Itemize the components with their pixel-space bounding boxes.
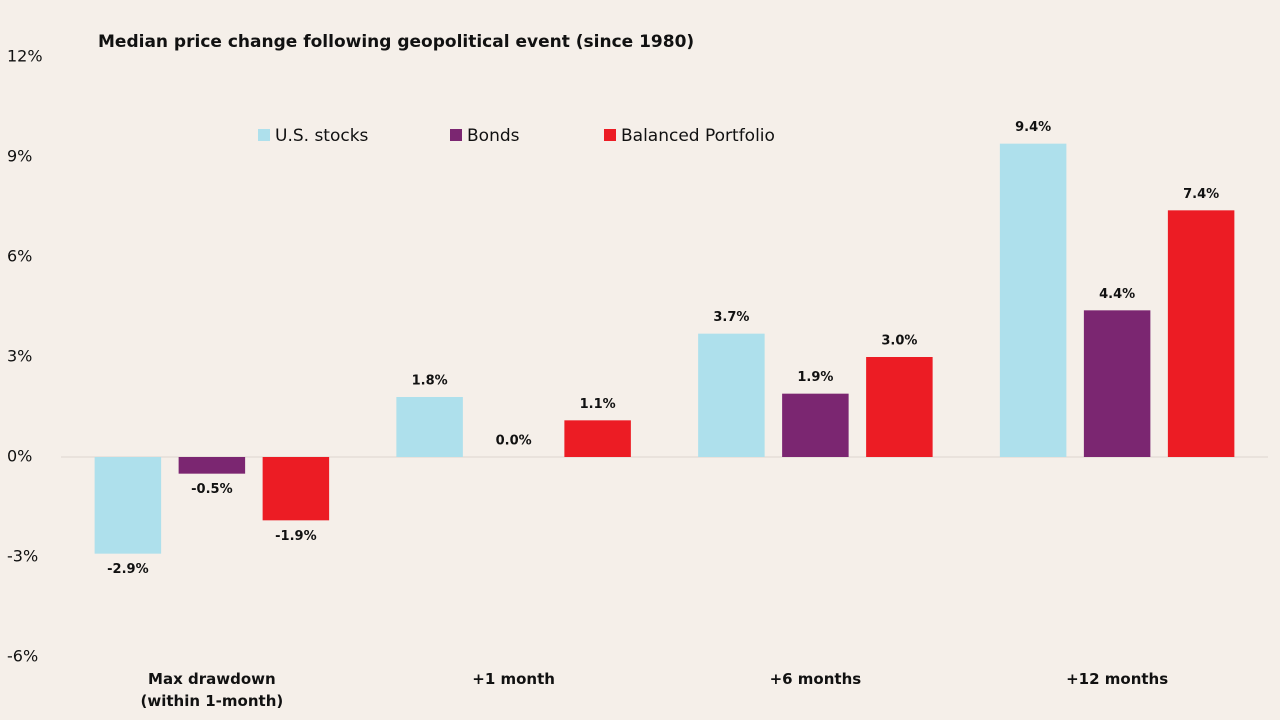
value-label: 1.8% bbox=[412, 374, 448, 389]
y-tick-label: -6% bbox=[7, 647, 38, 666]
y-tick-label: 9% bbox=[7, 147, 32, 166]
x-tick-label: +12 months bbox=[1066, 670, 1169, 688]
x-tick-label: +1 month bbox=[472, 670, 555, 688]
value-label: 3.7% bbox=[713, 310, 749, 325]
value-label: 0.0% bbox=[496, 434, 532, 449]
legend-swatch bbox=[450, 129, 462, 141]
y-tick-label: -3% bbox=[7, 547, 38, 566]
value-label: -2.9% bbox=[107, 562, 148, 577]
chart-title: Median price change following geopolitic… bbox=[98, 32, 694, 52]
bar bbox=[782, 393, 849, 457]
value-label: 7.4% bbox=[1183, 187, 1219, 202]
x-tick-label: Max drawdown (within 1-month) bbox=[140, 670, 284, 710]
bar bbox=[1083, 310, 1151, 457]
value-label: 3.0% bbox=[881, 334, 917, 349]
legend-label: U.S. stocks bbox=[275, 126, 369, 146]
bar bbox=[698, 333, 765, 457]
bar bbox=[564, 420, 631, 457]
value-label: 1.9% bbox=[797, 370, 833, 385]
x-tick-label: +6 months bbox=[769, 670, 862, 688]
legend-label: Bonds bbox=[467, 126, 520, 146]
value-label: -1.9% bbox=[275, 529, 316, 544]
bar bbox=[396, 397, 463, 457]
value-label: 9.4% bbox=[1015, 120, 1051, 135]
legend-swatch bbox=[604, 129, 616, 141]
bar bbox=[999, 143, 1067, 457]
bar bbox=[262, 457, 330, 521]
bar bbox=[178, 457, 246, 474]
bar bbox=[94, 457, 162, 554]
legend-label: Balanced Portfolio bbox=[621, 126, 775, 146]
y-tick-label: 12% bbox=[7, 47, 43, 66]
value-label: 4.4% bbox=[1099, 287, 1135, 302]
bar bbox=[1167, 210, 1235, 457]
legend-swatch bbox=[258, 129, 270, 141]
y-tick-label: 3% bbox=[7, 347, 32, 366]
bar bbox=[866, 357, 933, 457]
y-tick-label: 0% bbox=[7, 447, 32, 466]
y-tick-label: 6% bbox=[7, 247, 32, 266]
value-label: -0.5% bbox=[191, 482, 232, 497]
value-label: 1.1% bbox=[580, 397, 616, 412]
